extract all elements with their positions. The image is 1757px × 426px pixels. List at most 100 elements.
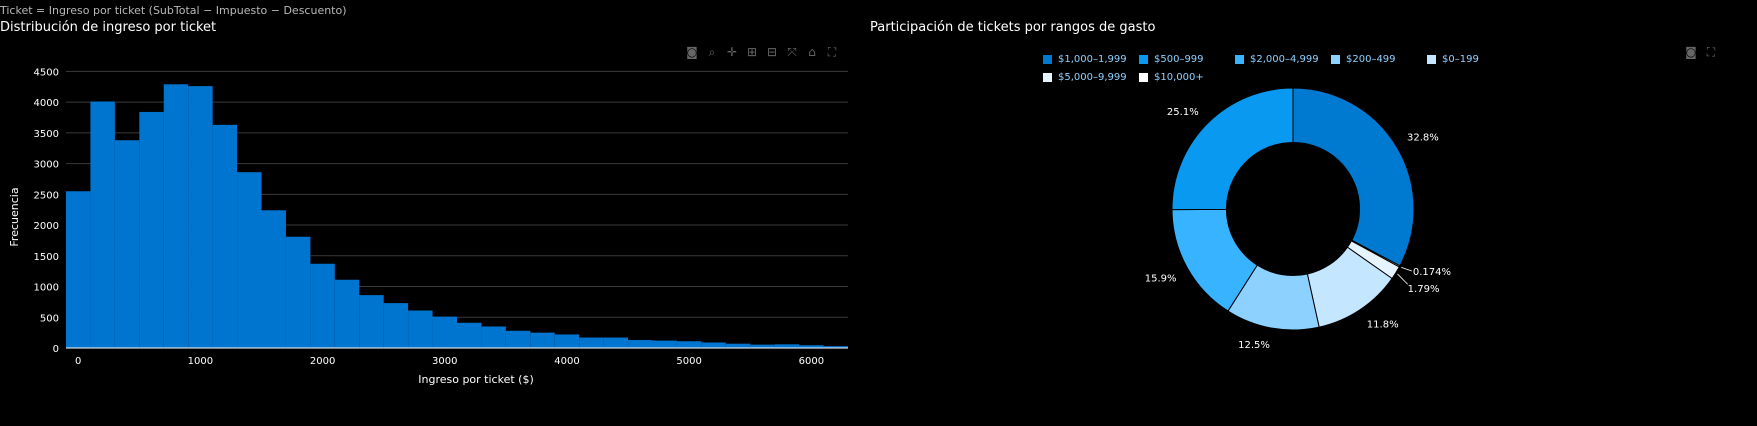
zoom-in-icon[interactable]: ⊞	[746, 45, 758, 59]
x-tick-label: 1000	[188, 356, 213, 367]
donut-modebar: ◙ ⛶	[1683, 44, 1719, 60]
donut-slice[interactable]	[1350, 239, 1401, 268]
legend-item[interactable]: $0–199	[1427, 51, 1523, 67]
x-tick-label: 5000	[676, 356, 701, 367]
chart-caption: Ticket = Ingreso por ticket (SubTotal − …	[0, 4, 347, 17]
histogram-bar[interactable]	[701, 342, 726, 348]
legend-label: $0–199	[1442, 53, 1479, 65]
histogram-modebar: ◙ ⌕ ✛ ⊞ ⊟ ⤧ ⌂ ⛶	[684, 44, 840, 60]
y-tick-label: 1500	[34, 252, 59, 263]
histogram-bar[interactable]	[188, 86, 213, 349]
donut-slice[interactable]	[1171, 208, 1258, 312]
histogram-bar[interactable]	[554, 334, 580, 348]
histogram-bar[interactable]	[310, 263, 335, 348]
histogram-bar[interactable]	[481, 326, 506, 348]
slice-percent-label: 32.8%	[1407, 133, 1439, 144]
histogram-bar[interactable]	[261, 210, 286, 348]
histogram-bar[interactable]	[334, 279, 360, 348]
fullscreen-icon[interactable]: ⛶	[1706, 44, 1716, 59]
histogram-bar[interactable]	[603, 337, 629, 348]
histogram-bar[interactable]	[750, 344, 775, 348]
histogram-bar[interactable]	[237, 172, 262, 348]
y-tick-label: 2000	[34, 221, 59, 232]
camera-icon[interactable]: ◙	[1685, 45, 1697, 59]
histogram-bar[interactable]	[359, 295, 384, 348]
legend-label: $500–999	[1154, 53, 1204, 65]
y-tick-label: 3000	[34, 160, 59, 171]
histogram-title: Distribución de ingreso por ticket	[0, 20, 217, 35]
histogram-bar[interactable]	[823, 346, 848, 348]
histogram-bar[interactable]	[90, 101, 115, 348]
histogram-bar[interactable]	[163, 84, 189, 348]
donut-slice[interactable]	[1171, 87, 1294, 211]
slice-percent-label: 12.5%	[1238, 340, 1270, 351]
x-tick-label: 3000	[432, 356, 457, 367]
legend-item[interactable]: $500–999	[1139, 51, 1235, 67]
legend-label: $2,000–4,999	[1250, 53, 1319, 65]
donut-slice[interactable]	[1346, 240, 1400, 280]
legend-swatch	[1043, 54, 1052, 64]
histogram-bar[interactable]	[383, 303, 409, 348]
fullscreen-icon[interactable]: ⛶	[827, 44, 837, 59]
histogram-bar[interactable]	[66, 191, 91, 348]
legend-item[interactable]: $2,000–4,999	[1235, 51, 1331, 67]
histogram-bar[interactable]	[212, 124, 238, 348]
legend-label: $5,000–9,999	[1058, 71, 1127, 83]
histogram-bar[interactable]	[799, 345, 824, 348]
histogram-bar[interactable]	[628, 340, 653, 348]
histogram-bar[interactable]	[432, 316, 457, 348]
legend-item[interactable]: $5,000–9,999	[1043, 69, 1139, 85]
x-tick-label: 4000	[554, 356, 579, 367]
histogram-bar[interactable]	[408, 310, 433, 348]
donut-slice[interactable]	[1227, 264, 1320, 331]
histogram-chart: 0 500 1000 1500 2000 2500 3000 3500 4000 4500 0 10…	[8, 67, 848, 386]
x-tick-label: 2000	[310, 356, 335, 367]
slice-percent-label: 15.9%	[1145, 273, 1177, 284]
legend-swatch	[1331, 54, 1340, 64]
donut-slice[interactable]	[1306, 246, 1393, 328]
histogram-bar[interactable]	[774, 344, 800, 348]
slice-percent-label: 25.1%	[1167, 107, 1199, 118]
legend-swatch	[1139, 72, 1148, 82]
legend-label: $10,000+	[1154, 71, 1204, 83]
zoom-icon[interactable]: ⌕	[708, 44, 716, 59]
donut-legend: $1,000–1,999 $500–999 $2,000–4,999 $200–499…	[1043, 51, 1543, 85]
histogram-bar[interactable]	[725, 343, 751, 348]
legend-label: $1,000–1,999	[1058, 53, 1127, 65]
y-tick-label: 1000	[34, 283, 59, 294]
histogram-bar[interactable]	[505, 330, 531, 348]
legend-item[interactable]: $1,000–1,999	[1043, 51, 1139, 67]
slice-percent-label: 0.174%	[1413, 267, 1451, 278]
y-tick-label: 0	[53, 344, 59, 355]
legend-item[interactable]: $10,000+	[1139, 69, 1235, 85]
home-icon[interactable]: ⌂	[808, 45, 816, 59]
donut-title: Participación de tickets por rangos de g…	[870, 20, 1156, 35]
y-tick-label: 500	[40, 313, 59, 324]
donut-slice[interactable]	[1292, 87, 1415, 267]
y-tick-label: 4500	[34, 67, 59, 78]
histogram-bar[interactable]	[652, 340, 677, 348]
histogram-y-axis-label: Frecuencia	[8, 187, 21, 246]
camera-icon[interactable]: ◙	[686, 45, 698, 59]
y-tick-label: 4000	[34, 98, 59, 109]
histogram-bar[interactable]	[530, 332, 555, 348]
y-tick-label: 3500	[34, 129, 59, 140]
zoom-out-icon[interactable]: ⊟	[766, 45, 778, 59]
legend-item[interactable]: $200–499	[1331, 51, 1427, 67]
legend-label: $200–499	[1346, 53, 1396, 65]
slice-leader-line	[1397, 273, 1408, 285]
legend-swatch	[1139, 54, 1148, 64]
histogram-bar[interactable]	[114, 140, 140, 348]
slice-percent-label: 1.79%	[1408, 284, 1440, 295]
slice-percent-label: 11.8%	[1367, 320, 1399, 331]
histogram-x-axis-label: Ingreso por ticket ($)	[418, 373, 534, 386]
pan-icon[interactable]: ✛	[726, 45, 738, 59]
histogram-bar[interactable]	[457, 322, 482, 348]
autoscale-icon[interactable]: ⤧	[787, 44, 797, 59]
slice-leader-line	[1401, 266, 1412, 272]
histogram-bar[interactable]	[285, 236, 311, 348]
histogram-bar[interactable]	[676, 341, 702, 348]
x-tick-label: 6000	[799, 356, 824, 367]
histogram-bar[interactable]	[579, 337, 604, 348]
histogram-bar[interactable]	[139, 111, 164, 348]
